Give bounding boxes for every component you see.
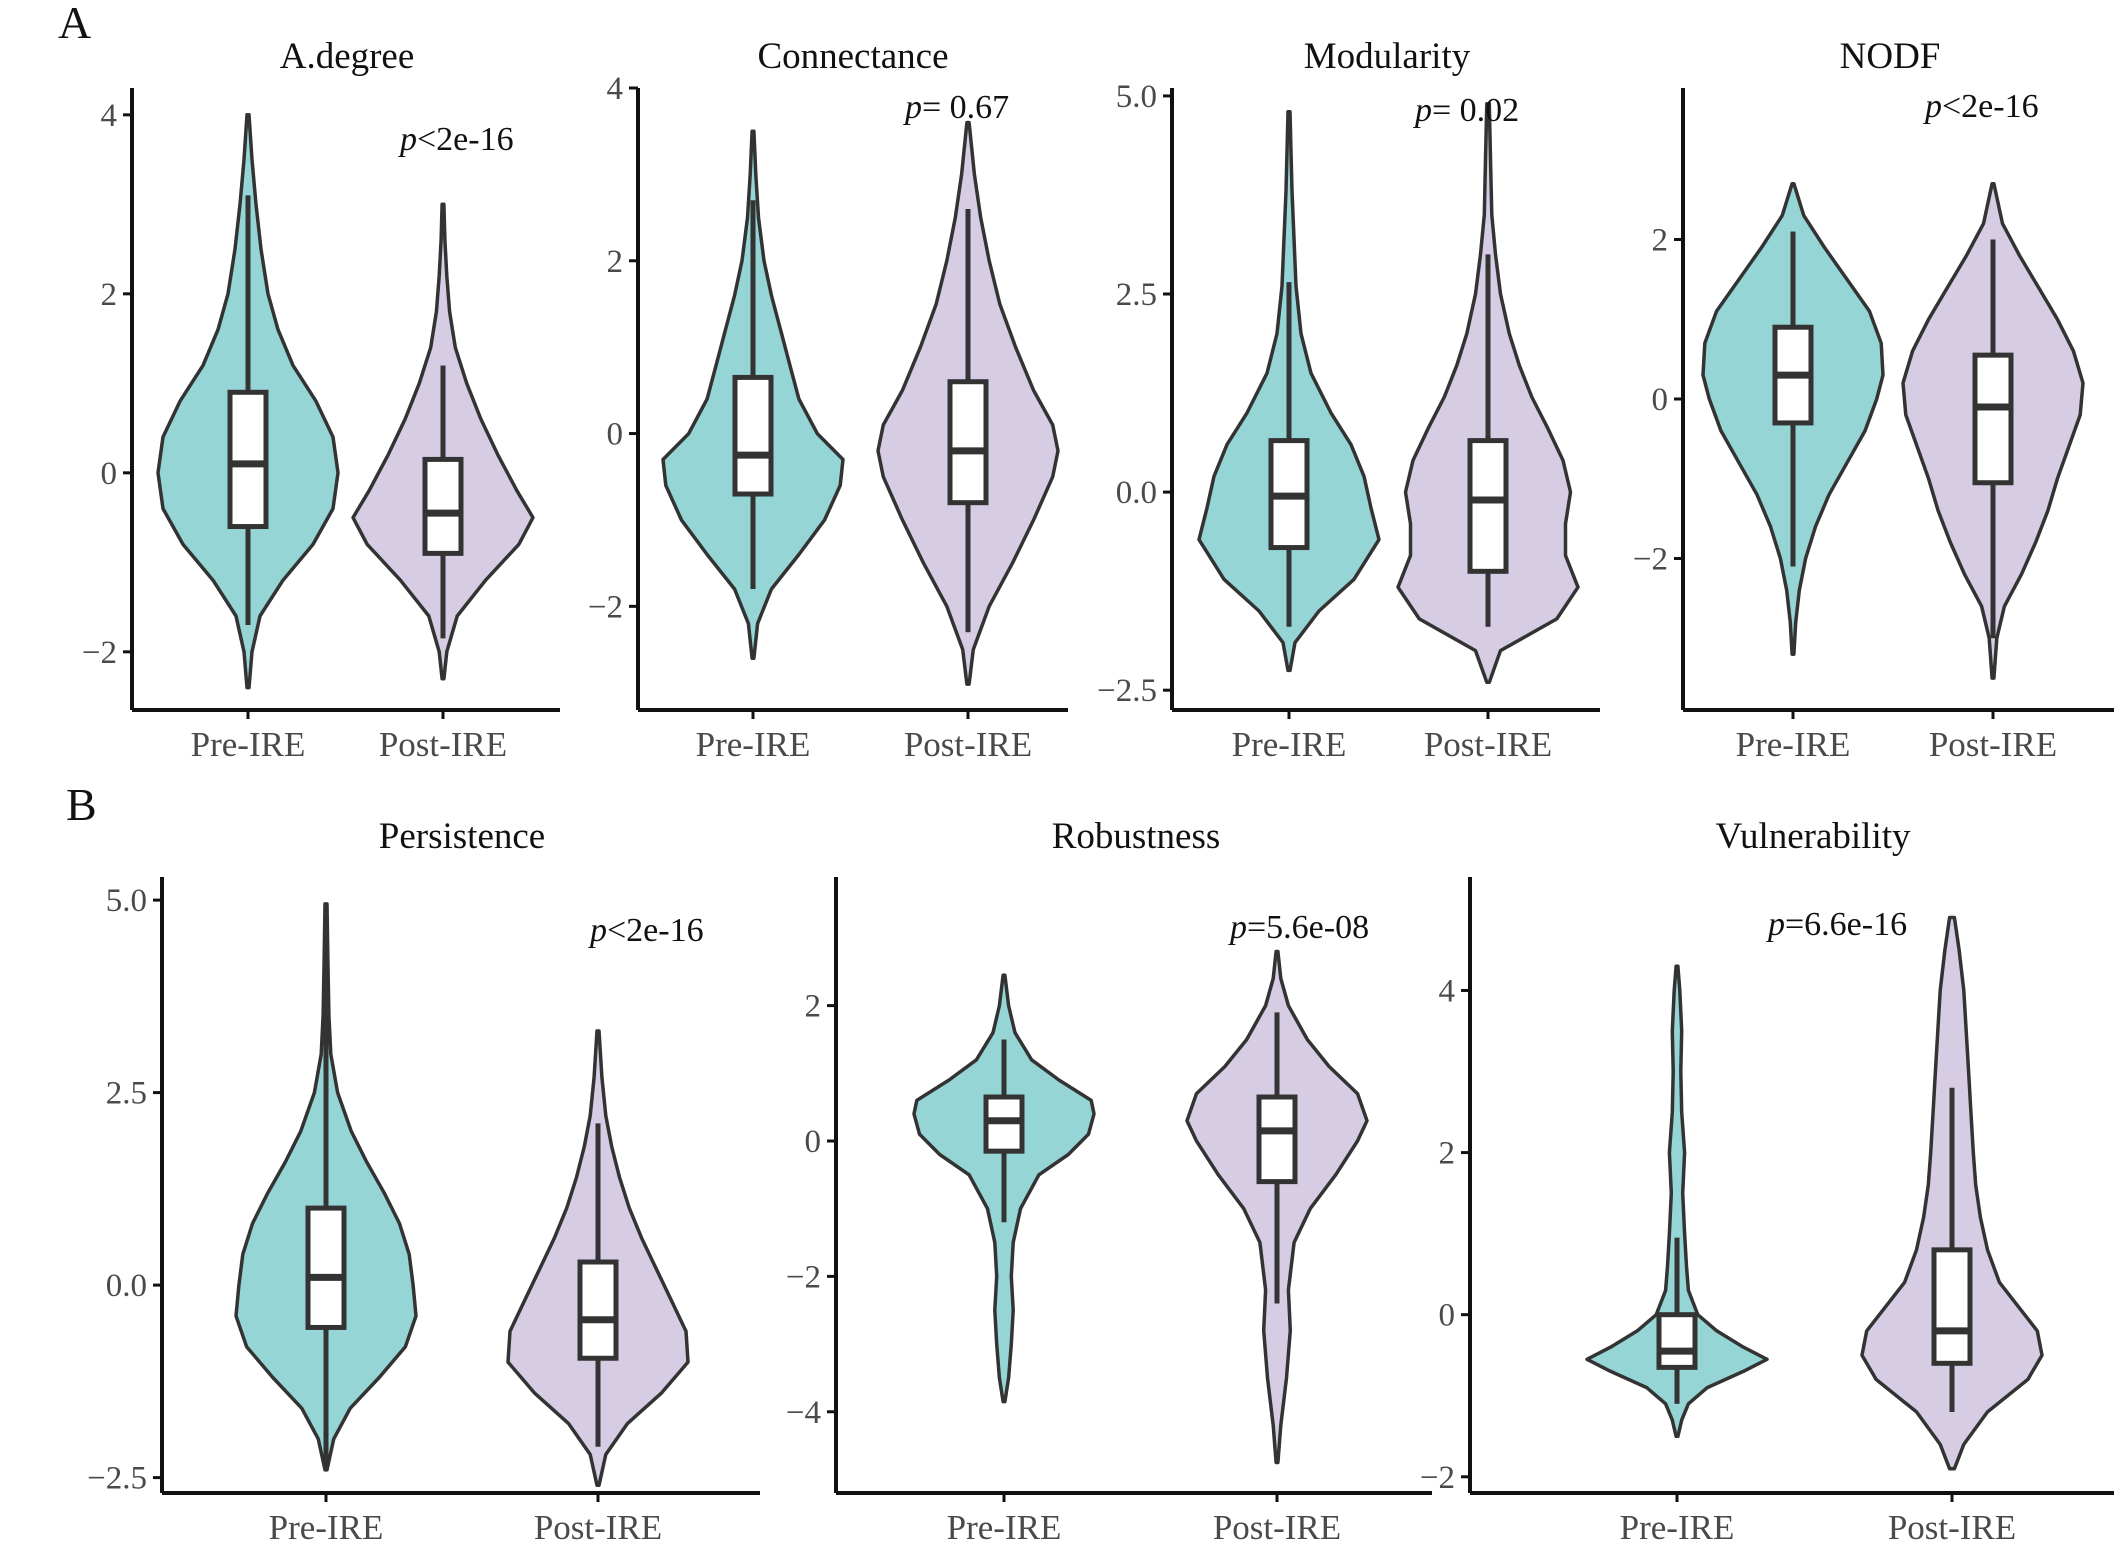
p-value-annotation: p= 0.02 xyxy=(1413,92,1519,129)
p-value-annotation: p=5.6e-08 xyxy=(1228,909,1369,946)
violin-panel-1: A.degree −2 0 2 4 Pre-IRE Post-IRE p<2e-16 xyxy=(82,36,560,764)
x-tick-label: Pre-IRE xyxy=(191,725,306,764)
iqr-box xyxy=(577,1259,619,1361)
y-tick-label: 0 xyxy=(1439,1298,1456,1334)
y-tick-label: 2 xyxy=(607,244,624,280)
y-tick-label: 0.0 xyxy=(106,1268,147,1304)
iqr-box xyxy=(1931,1247,1973,1366)
x-tick-label: Pre-IRE xyxy=(1620,1508,1735,1547)
panel-title: A.degree xyxy=(280,36,415,77)
violin-panel-2: Connectance −2 0 2 4 Pre-IRE Post-IRE p= 0.67 xyxy=(588,36,1068,764)
panel-title: Connectance xyxy=(757,36,948,77)
violin-panel-6: Robustness −4 −2 0 2 Pre-IRE Post-IRE p=5.6e-08 xyxy=(786,816,1432,1547)
x-tick-label: Pre-IRE xyxy=(1232,725,1347,764)
violin-panel-3: Modularity −2.5 0.0 2.5 5.0 Pre-IRE Post-IRE p=… xyxy=(1097,36,1600,764)
iqr-box xyxy=(422,456,464,556)
panel-letter-b: B xyxy=(66,779,97,830)
x-tick-label: Pre-IRE xyxy=(947,1508,1062,1547)
y-tick-label: 2 xyxy=(101,277,118,313)
y-tick-label: 5.0 xyxy=(106,883,147,919)
y-tick-label: 4 xyxy=(101,98,118,134)
y-tick-label: 0 xyxy=(805,1124,822,1160)
y-tick-label: 2 xyxy=(1652,223,1669,259)
y-tick-label: −2 xyxy=(1633,541,1668,577)
y-tick-label: 4 xyxy=(1439,973,1456,1009)
panel-title: Persistence xyxy=(379,816,545,857)
x-tick-label: Post-IRE xyxy=(1424,725,1552,764)
y-tick-label: 5.0 xyxy=(1116,79,1157,115)
iqr-box xyxy=(1256,1094,1298,1185)
p-value-annotation: p= 0.67 xyxy=(903,89,1009,126)
y-tick-label: 0 xyxy=(607,417,624,453)
x-tick-label: Post-IRE xyxy=(534,1508,662,1547)
x-tick-label: Pre-IRE xyxy=(1736,725,1851,764)
x-tick-label: Post-IRE xyxy=(1888,1508,2016,1547)
panel-title: NODF xyxy=(1840,36,1941,77)
y-tick-label: −2.5 xyxy=(87,1461,147,1497)
iqr-box xyxy=(305,1205,347,1330)
violin-panel-5: Persistence −2.5 0.0 2.5 5.0 Pre-IRE Post-IRE p… xyxy=(87,816,760,1547)
x-tick-label: Post-IRE xyxy=(379,725,507,764)
y-tick-label: −2 xyxy=(786,1259,821,1295)
x-tick-label: Pre-IRE xyxy=(269,1508,384,1547)
panel-letter-a: A xyxy=(58,0,91,48)
panel-title: Vulnerability xyxy=(1715,816,1911,857)
iqr-box xyxy=(732,374,774,497)
y-tick-label: 2 xyxy=(1439,1136,1456,1172)
x-tick-label: Pre-IRE xyxy=(696,725,811,764)
y-tick-label: −4 xyxy=(786,1395,821,1431)
y-tick-label: −2.5 xyxy=(1097,673,1157,709)
iqr-box xyxy=(1972,352,2014,486)
violin-panel-7: Vulnerability −2 0 2 4 Pre-IRE Post-IRE p=6.6e-… xyxy=(1420,816,2114,1547)
y-tick-label: −2 xyxy=(1420,1460,1455,1496)
x-tick-label: Post-IRE xyxy=(904,725,1032,764)
x-tick-label: Post-IRE xyxy=(1929,725,2057,764)
y-tick-label: 0.0 xyxy=(1116,475,1157,511)
iqr-box xyxy=(1656,1312,1698,1370)
y-tick-label: 0 xyxy=(1652,382,1669,418)
p-value-annotation: p<2e-16 xyxy=(588,912,704,949)
violin-shape xyxy=(1585,964,1769,1439)
p-value-annotation: p<2e-16 xyxy=(398,121,514,158)
y-tick-label: 4 xyxy=(607,71,624,107)
iqr-box xyxy=(227,389,269,530)
y-tick-label: 0 xyxy=(101,456,118,492)
y-tick-label: 2.5 xyxy=(1116,277,1157,313)
y-tick-label: −2 xyxy=(588,589,623,625)
panel-title: Modularity xyxy=(1304,36,1471,77)
violin-panel-4: NODF −2 0 2 Pre-IRE Post-IRE p<2e-16 xyxy=(1633,36,2114,764)
y-tick-label: 2.5 xyxy=(106,1076,147,1112)
x-tick-label: Post-IRE xyxy=(1213,1508,1341,1547)
p-value-annotation: p<2e-16 xyxy=(1923,88,2039,125)
y-tick-label: 2 xyxy=(805,989,822,1025)
p-value-annotation: p=6.6e-16 xyxy=(1766,906,1907,943)
y-tick-label: −2 xyxy=(82,635,117,671)
iqr-box xyxy=(1467,438,1509,574)
iqr-box xyxy=(947,379,989,506)
panel-title: Robustness xyxy=(1052,816,1221,857)
